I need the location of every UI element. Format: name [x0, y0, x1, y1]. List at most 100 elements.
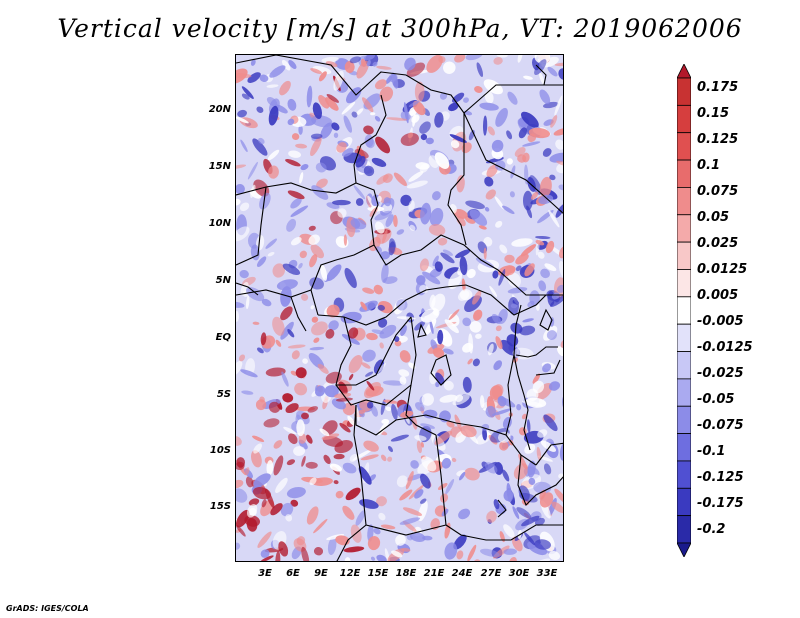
velocity-patch — [479, 102, 499, 111]
velocity-patch — [360, 301, 368, 311]
velocity-patch — [409, 224, 416, 231]
velocity-patch — [341, 148, 354, 157]
velocity-patch — [504, 265, 515, 276]
velocity-patch — [533, 481, 552, 494]
velocity-patch — [509, 191, 515, 198]
velocity-patch — [275, 477, 288, 494]
velocity-patch — [492, 270, 499, 279]
velocity-patch — [373, 284, 384, 295]
velocity-patch — [480, 548, 500, 557]
velocity-patch — [463, 97, 469, 103]
velocity-patch — [521, 413, 527, 420]
velocity-patch — [348, 373, 354, 381]
velocity-patch — [439, 394, 458, 403]
velocity-patch — [355, 156, 366, 168]
velocity-patch — [450, 140, 460, 149]
colorbar-swatch — [677, 351, 691, 380]
velocity-patch — [342, 462, 357, 474]
velocity-patch — [542, 148, 552, 157]
velocity-patch — [398, 369, 410, 377]
velocity-patch — [400, 410, 414, 418]
velocity-patch — [299, 250, 307, 259]
velocity-patch — [326, 264, 342, 282]
velocity-patch — [414, 321, 426, 331]
velocity-patch — [429, 320, 434, 334]
velocity-patch — [282, 263, 301, 276]
velocity-patch — [425, 137, 434, 145]
velocity-patch — [560, 340, 563, 348]
velocity-patch — [404, 57, 416, 71]
velocity-patch — [294, 382, 308, 396]
velocity-patch — [313, 546, 324, 556]
velocity-patch — [556, 162, 563, 174]
velocity-patch — [268, 105, 279, 126]
velocity-patch — [516, 507, 532, 519]
velocity-patch — [558, 260, 563, 279]
velocity-patch — [252, 138, 268, 156]
velocity-patch — [550, 115, 558, 128]
velocity-patch — [255, 235, 265, 251]
velocity-patch — [441, 457, 452, 469]
colorbar-swatch — [677, 269, 691, 298]
velocity-patch — [453, 534, 467, 550]
velocity-patch — [245, 295, 250, 310]
colorbar-label: -0.05 — [697, 392, 735, 407]
velocity-patch — [499, 441, 509, 451]
velocity-patch — [266, 84, 279, 88]
colorbar-label: 0.0125 — [697, 262, 748, 277]
velocity-patch — [310, 305, 315, 310]
velocity-patch — [475, 333, 482, 339]
lat-tick-label: 20N — [208, 104, 231, 115]
velocity-patch — [393, 214, 398, 228]
velocity-patch — [326, 93, 339, 103]
velocity-patch — [485, 189, 496, 200]
velocity-patch — [376, 496, 387, 507]
velocity-patch — [341, 101, 356, 115]
velocity-patch — [354, 148, 369, 159]
border-line — [435, 434, 563, 541]
colorbar-label: -0.175 — [697, 496, 744, 511]
velocity-patch — [268, 401, 281, 413]
velocity-patch — [321, 433, 340, 440]
velocity-patch — [379, 251, 390, 260]
map-title: Vertical velocity [m/s] at 300hPa, VT: 2… — [57, 14, 743, 43]
colorbar-swatch — [677, 132, 691, 161]
velocity-patch — [456, 550, 464, 560]
velocity-patch — [445, 478, 455, 495]
velocity-patch — [483, 247, 487, 260]
border-line — [535, 64, 547, 86]
velocity-patch — [443, 348, 454, 355]
velocity-patch — [500, 339, 517, 356]
velocity-patch — [372, 61, 378, 67]
velocity-patch — [437, 237, 448, 246]
velocity-patch — [291, 133, 300, 141]
velocity-patch — [544, 263, 557, 272]
map-panel[interactable] — [235, 54, 564, 562]
velocity-patch — [249, 507, 257, 516]
velocity-patch — [370, 112, 376, 116]
velocity-patch — [335, 490, 344, 499]
velocity-patch — [469, 209, 488, 226]
velocity-patch — [246, 287, 265, 302]
velocity-patch — [535, 239, 545, 246]
velocity-patch — [344, 61, 355, 73]
velocity-patch — [319, 428, 330, 437]
colorbar-swatch — [677, 214, 691, 243]
velocity-patch — [236, 525, 246, 537]
velocity-patch — [546, 330, 557, 341]
velocity-patch — [440, 252, 455, 264]
velocity-patch — [305, 461, 318, 469]
velocity-patch — [236, 226, 250, 242]
velocity-patch — [287, 118, 295, 126]
velocity-patch — [476, 62, 484, 78]
velocity-patch — [315, 162, 327, 173]
velocity-patch — [558, 184, 563, 191]
velocity-patch — [316, 178, 328, 189]
velocity-patch — [309, 346, 325, 351]
velocity-patch — [400, 132, 419, 146]
velocity-patch — [323, 454, 331, 464]
velocity-patch — [377, 304, 385, 311]
velocity-patch — [246, 517, 258, 532]
velocity-patch — [287, 344, 306, 349]
velocity-patch — [241, 86, 254, 99]
